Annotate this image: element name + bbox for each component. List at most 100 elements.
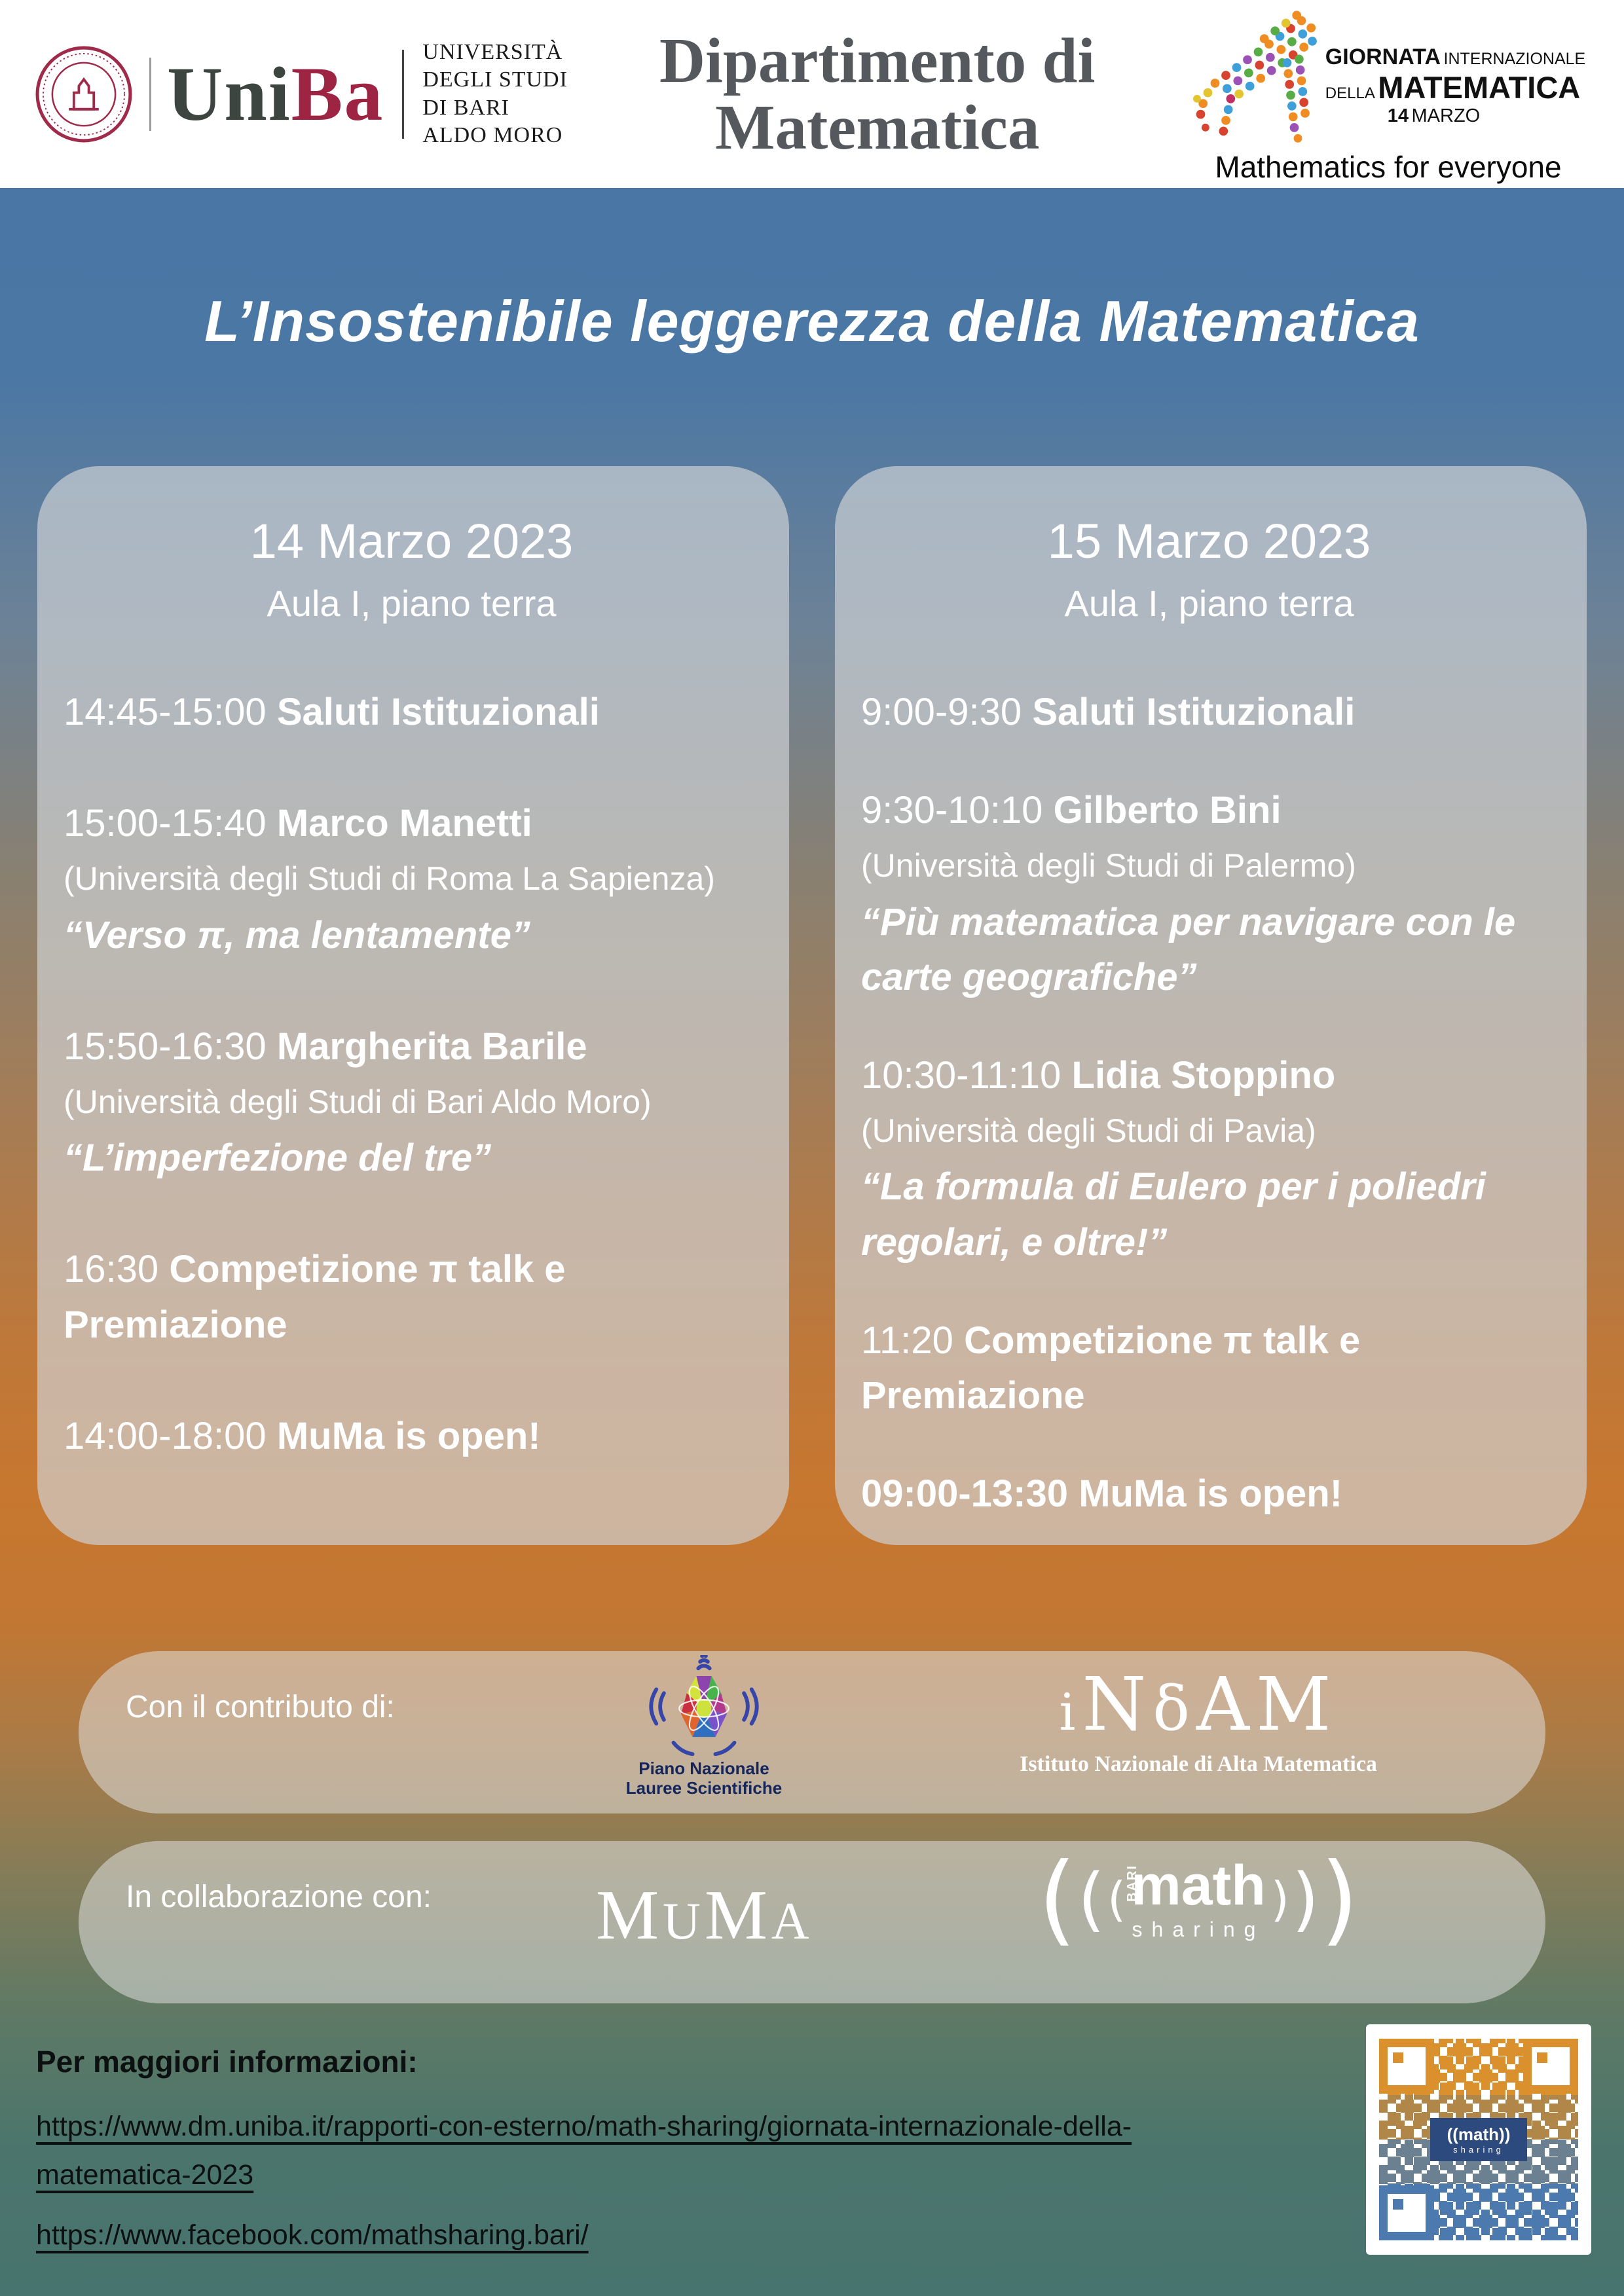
qr-finder-icon [1379,2185,1434,2240]
mathsharing-bari: BARI [1125,1864,1140,1902]
university-name-line: UNIVERSITÀ [422,40,563,65]
indam-letter: M [1255,1662,1338,1747]
muma-letter: U [663,1893,705,1950]
university-name-line: DEGLI STUDI [422,67,568,92]
collaboration-label: In collaborazione con: [126,1880,432,1914]
pnls-label-line1: Piano Nazionale [638,1758,769,1778]
poster-title: L’Insostenibile leggerezza della Matemat… [204,289,1420,354]
event-title: MuMa is open! [276,1414,541,1457]
university-name: UNIVERSITÀ DEGLI STUDI DI BARI ALDO MORO [422,39,568,149]
university-name-line: DI BARI [422,95,509,120]
collaboration-bar: In collaborazione con: MUMA ( ( ( BARI m… [79,1841,1545,2003]
qr-pattern: ((math)) sharing [1379,2039,1578,2240]
indam-letter: i [1059,1683,1082,1742]
paren-icon: ( [1107,1872,1126,1927]
giornata-date: MARZO [1411,105,1481,126]
muma-letter: M [704,1876,771,1954]
department-title-line1: Dipartimento di [659,25,1096,96]
paren-icon: ( [1038,1842,1077,1956]
events-list: 14:45-15:00 Saluti Istituzionali 15:00-15… [64,685,760,1464]
indam-letter: A [1196,1662,1256,1747]
event-time: 16:30 [64,1248,159,1291]
event-time: 10:30-11:10 [861,1053,1061,1097]
schedule-panel-day1: 14 Marzo 2023 Aula I, piano terra 14:45-… [37,466,789,1545]
department-title-line2: Matematica [714,92,1040,162]
header-divider-2 [402,49,405,139]
giornata-tagline: Mathematics for everyone [1215,149,1562,184]
event-speaker: Margherita Barile [276,1025,587,1068]
muma-letter: M [596,1876,663,1954]
event: 10:30-11:10 Lidia Stoppino (Università de… [861,1048,1557,1270]
event-affiliation: (Università degli Studi di Bari Aldo Mor… [64,1083,652,1120]
giornata-matematica-logo: GIORNATA INTERNAZIONALE DELLA MATEMATICA… [1179,4,1598,185]
uniba-logo: UniBa UNIVERSITÀ DEGLI STUDI DI BARI ALD… [34,39,568,149]
qr-logo-sharing: sharing [1453,2144,1504,2155]
event: 9:00-9:30 Saluti Istituzionali [861,685,1557,740]
event-time: 9:00-9:30 [861,691,1022,733]
qr-finder-icon [1523,2039,1578,2094]
mathsharing-core: BARI math sharing [1125,1853,1266,1942]
indam-letter: δ [1153,1673,1196,1745]
pnls-label-line2: Lauree Scientifiche [625,1777,783,1798]
event-webpage-link[interactable]: https://www.dm.uniba.it/rapporti-con-est… [36,2111,1132,2191]
mathsharing-logo: ( ( ( BARI math sharing ) ) ) [1015,1850,1382,1948]
giornata-logo-row: GIORNATA INTERNAZIONALE DELLA MATEMATICA… [1179,4,1598,148]
mathsharing-sharing: sharing [1132,1917,1265,1941]
panel-date: 14 Marzo 2023 [249,514,574,568]
giornata-date: 14 [1387,105,1409,126]
event: 9:30-10:10 Gilberto Bini (Università degl… [861,783,1557,1005]
event-time: 14:45-15:00 [64,691,267,733]
paren-icon: ) [1270,1872,1289,1927]
panel-date: 15 Marzo 2023 [1047,514,1371,568]
giornata-word: MATEMATICA [1378,69,1581,105]
qr-logo-math: ((math)) [1447,2124,1511,2144]
event-affiliation: (Università degli Studi di Pavia) [861,1112,1316,1149]
event: 09:00-13:30 MuMa is open! [861,1467,1557,1522]
event-title: MuMa is open! [1079,1472,1343,1515]
event-talk-title: “La formula di Eulero per i poliedri reg… [861,1165,1486,1264]
event-speaker: Marco Manetti [276,802,532,845]
event: 15:00-15:40 Marco Manetti (Università deg… [64,796,760,963]
muma-letter: A [771,1893,813,1950]
sponsors-bar: Con il contributo di: [79,1651,1545,1813]
qr-finder-icon [1379,2039,1434,2094]
indam-logo: iNδAM Istituto Nazionale di Alta Matemat… [1015,1668,1382,1777]
event-affiliation: (Università degli Studi di Palermo) [861,847,1356,884]
uniba-wordmark-ba: Ba [291,50,384,137]
event: 11:20 Competizione π talk e Premiazione [861,1313,1557,1423]
event-speaker: Gilberto Bini [1053,789,1282,832]
uniba-seal-icon [35,46,132,142]
uniba-wordmark-uni: Uni [167,50,291,137]
giornata-word: GIORNATA [1325,44,1441,69]
event: 14:45-15:00 Saluti Istituzionali [64,685,760,740]
pnls-star-icon [649,1653,759,1757]
schedule-panel-day2: 15 Marzo 2023 Aula I, piano terra 9:00-9… [835,466,1587,1545]
event-title: Saluti Istituzionali [1032,691,1356,733]
pnls-logo: Piano Nazionale Lauree Scientifiche [596,1653,812,1798]
event-time: 11:20 [861,1319,953,1362]
event: 16:30 Competizione π talk e Premiazione [64,1242,760,1352]
qr-code: ((math)) sharing [1366,2024,1591,2255]
panel-venue: Aula I, piano terra [267,583,557,624]
giornata-word: DELLA [1325,84,1375,102]
mathsharing-math: math [1131,1853,1266,1917]
events-list: 9:00-9:30 Saluti Istituzionali 9:30-10:10… [861,685,1557,1522]
event-affiliation: (Università degli Studi di Roma La Sapie… [64,860,715,898]
indam-subtitle: Istituto Nazionale di Alta Matematica [1020,1752,1377,1776]
event: 14:00-18:00 MuMa is open! [64,1409,760,1464]
event-talk-title: “Verso π, ma lentamente” [64,913,530,957]
facebook-link[interactable]: https://www.facebook.com/mathsharing.bar… [36,2219,589,2251]
university-name-line: ALDO MORO [422,122,563,147]
paren-icon: ) [1291,1859,1320,1939]
pi-dots-icon [1192,10,1317,143]
event-talk-title: “Più matematica per navigare con le cart… [861,900,1516,998]
indam-letter: N [1082,1662,1153,1747]
event-time: 09:00-13:30 [861,1472,1068,1515]
paren-icon: ) [1320,1842,1359,1956]
header-divider [149,57,151,131]
event-speaker: Lidia Stoppino [1071,1053,1336,1097]
event-title: Competizione π talk e Premiazione [861,1319,1361,1417]
event-time: 15:00-15:40 [64,802,267,845]
department-title: Dipartimento di Matematica [659,27,1096,161]
